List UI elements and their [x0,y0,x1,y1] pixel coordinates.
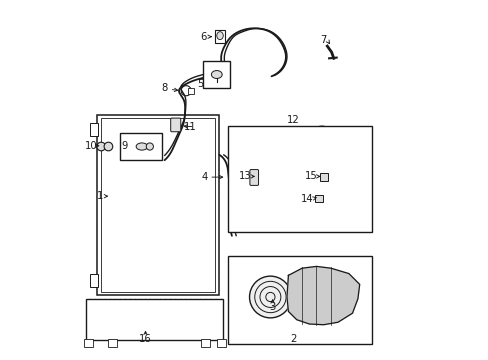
Circle shape [146,143,153,150]
FancyBboxPatch shape [249,170,258,185]
Bar [107,339,117,347]
Bar [89,123,98,136]
Polygon shape [286,266,359,325]
Text: 12: 12 [286,114,299,125]
FancyBboxPatch shape [170,118,181,132]
Ellipse shape [211,71,222,78]
Bar [228,126,371,232]
Ellipse shape [136,143,147,150]
Text: 4: 4 [202,172,207,182]
Circle shape [249,276,291,318]
Bar [89,274,98,287]
Bar [203,61,230,88]
Bar [314,195,322,202]
Bar [217,339,226,347]
Text: 13: 13 [239,171,251,181]
Bar [101,118,215,292]
Text: 2: 2 [289,334,296,344]
Text: 3: 3 [269,302,275,312]
Bar [97,115,219,295]
Circle shape [97,142,105,151]
Text: 1: 1 [97,191,103,201]
Bar [84,339,93,347]
Bar [187,88,194,94]
Text: 5: 5 [197,78,203,89]
Circle shape [104,142,113,151]
Text: 9: 9 [122,141,128,151]
Bar [320,173,327,181]
Text: 6: 6 [200,32,206,42]
Text: 15: 15 [304,171,317,181]
Text: 8: 8 [161,83,167,93]
Bar [215,30,224,43]
Text: 16: 16 [139,334,152,344]
Text: 11: 11 [184,122,197,132]
Text: 10: 10 [85,141,98,151]
Bar [201,339,210,347]
Bar [86,299,223,340]
Ellipse shape [216,32,223,40]
Text: 7: 7 [320,35,326,45]
Bar [120,133,162,160]
Bar [228,256,371,344]
Text: 14: 14 [301,194,313,204]
